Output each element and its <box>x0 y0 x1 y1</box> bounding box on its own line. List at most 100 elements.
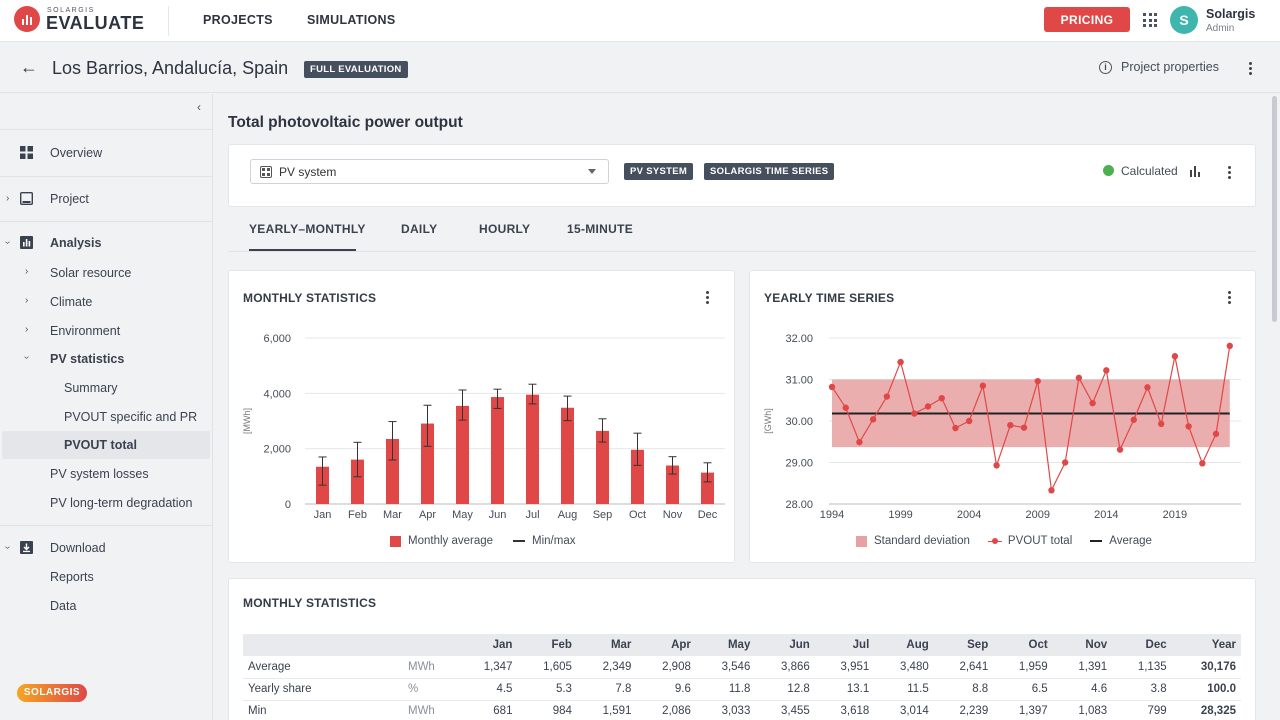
collapse-sidebar-icon[interactable]: ‹ <box>197 100 201 114</box>
chevron-right-icon[interactable]: › <box>25 266 29 277</box>
x-tick-label: Aug <box>558 509 578 521</box>
pv-system-select[interactable]: PV system <box>250 159 609 184</box>
table-cell: 12.8 <box>755 678 815 701</box>
app-logo[interactable]: SOLARGIS EVALUATE <box>14 6 144 32</box>
top-bar: SOLARGIS EVALUATE PROJECTS SIMULATIONS P… <box>0 0 1280 42</box>
yearly-chart-more-icon[interactable] <box>1227 291 1231 305</box>
table-cell: MWh <box>403 700 458 720</box>
chevron-right-icon[interactable]: › <box>25 324 29 335</box>
column-header <box>243 634 403 656</box>
table-cell: 2,086 <box>636 700 696 720</box>
x-tick-label: Jul <box>525 509 539 521</box>
sidebar-item-reports[interactable]: Reports <box>50 570 94 584</box>
scrollbar-thumb[interactable] <box>1272 96 1277 322</box>
data-point <box>1116 446 1124 453</box>
avatar[interactable]: S <box>1170 6 1198 34</box>
page-header: ← Los Barrios, Andalucía, Spain FULL EVA… <box>0 43 1280 93</box>
project-properties-button[interactable]: i Project properties <box>1099 60 1219 74</box>
bar <box>386 439 399 504</box>
sidebar-item-overview[interactable]: Overview <box>50 146 103 160</box>
user-name[interactable]: Solargis <box>1206 7 1256 21</box>
sidebar-item-climate[interactable]: Climate <box>50 295 93 309</box>
table-cell: 11.8 <box>695 678 756 701</box>
sidebar-item-summary[interactable]: Summary <box>64 381 118 395</box>
legend-swatch-monthly-average <box>390 535 401 547</box>
table-cell: 5.3 <box>517 678 577 701</box>
yearly-chart-title: YEARLY TIME SERIES <box>764 291 895 305</box>
tab-yearly-monthly[interactable]: YEARLY–MONTHLY <box>249 222 366 236</box>
table-cell: 3,014 <box>874 700 934 720</box>
monthly-statistics-table: Jan Feb Mar Apr May Jun Jul Aug Sep Oct Nov Dec Year… <box>243 634 1241 720</box>
table-cell: 8.8 <box>933 678 994 701</box>
table-cell: 2,641 <box>933 656 994 679</box>
tab-15-minute[interactable]: 15-MINUTE <box>567 222 634 236</box>
monthly-chart-more-icon[interactable] <box>705 291 709 305</box>
back-arrow-icon[interactable]: ← <box>20 57 38 77</box>
table-cell: Yearly share <box>243 678 403 701</box>
page-title: Los Barrios, Andalucía, Spain <box>52 58 289 78</box>
table-cell: 2,239 <box>933 700 994 720</box>
data-point <box>1185 423 1192 430</box>
chevron-down-icon[interactable]: › <box>2 545 14 550</box>
table-cell: 3.8 <box>1112 678 1172 701</box>
sidebar-item-pvout-total[interactable]: PVOUT total <box>64 438 137 452</box>
data-point <box>993 462 1000 469</box>
yearly-line-chart: 28.00 29.00 30.00 31.00 32.00 [GWh] 1994 1999 20… <box>763 333 1241 521</box>
x-tick-label: Apr <box>419 509 436 521</box>
nav-simulations[interactable]: SIMULATIONS <box>307 13 396 27</box>
chevron-right-icon[interactable]: › <box>25 295 29 306</box>
sidebar-item-project[interactable]: Project <box>50 192 89 206</box>
table-cell: 1,347 <box>458 656 518 679</box>
sidebar-item-analysis[interactable]: Analysis <box>50 236 102 250</box>
table-row: Min MWh 681 984 1,591 2,086 3,033 3,455 3,618 3,0… <box>243 700 1241 720</box>
column-header: Jun <box>755 634 815 656</box>
column-header: Jul <box>814 634 875 656</box>
legend-label-min-max: Min/max <box>532 535 576 547</box>
table-cell: Min <box>243 700 403 720</box>
data-point <box>828 383 836 391</box>
user-role: Admin <box>1206 23 1235 34</box>
sidebar-item-solar-resource[interactable]: Solar resource <box>50 266 132 280</box>
chevron-down-icon[interactable]: › <box>21 355 33 360</box>
page-more-icon[interactable] <box>1248 62 1252 76</box>
table-cell: 9.6 <box>636 678 696 701</box>
column-header: Aug <box>874 634 934 656</box>
logo-icon <box>14 6 40 32</box>
sidebar-item-pvout-specific[interactable]: PVOUT specific and PR <box>64 410 198 424</box>
sidebar-item-environment[interactable]: Environment <box>50 324 121 338</box>
tab-hourly[interactable]: HOURLY <box>479 222 531 236</box>
selector-more-icon[interactable] <box>1227 166 1231 180</box>
tab-daily[interactable]: DAILY <box>401 222 438 236</box>
table-cell: MWh <box>403 656 458 679</box>
logo-big-text: EVALUATE <box>46 12 145 33</box>
nav-projects[interactable]: PROJECTS <box>203 13 273 27</box>
logo-small-text: SOLARGIS <box>47 6 95 14</box>
apps-grid-icon[interactable] <box>1143 13 1157 27</box>
x-tick-label: 2004 <box>957 509 981 521</box>
table-row: Average MWh 1,347 1,605 2,349 2,908 3,546 3,866… <box>243 656 1241 679</box>
data-point <box>1144 384 1151 391</box>
legend-swatch-average <box>1090 540 1103 542</box>
data-point <box>1048 487 1055 494</box>
sidebar-item-pv-statistics[interactable]: PV statistics <box>50 352 125 366</box>
sidebar-item-download[interactable]: Download <box>50 541 106 555</box>
data-point <box>897 358 904 366</box>
sidebar-item-pv-degradation[interactable]: PV long-term degradation <box>50 496 193 510</box>
bar-chart-icon[interactable] <box>1189 165 1202 177</box>
sidebar-item-pv-system-losses[interactable]: PV system losses <box>50 467 149 481</box>
bar <box>596 430 609 504</box>
table-cell: 100.0 <box>1171 678 1241 701</box>
sidebar-item-data[interactable]: Data <box>50 599 77 613</box>
grid-icon <box>260 166 272 178</box>
chevron-down-icon[interactable]: › <box>2 240 14 245</box>
active-tab-indicator <box>249 249 356 251</box>
active-item-highlight <box>2 431 210 459</box>
table-cell: 1,397 <box>993 700 1053 720</box>
legend-swatch-min-max <box>513 540 526 542</box>
pricing-button[interactable]: PRICING <box>1044 7 1130 32</box>
chevron-right-icon[interactable]: › <box>6 193 10 204</box>
data-point <box>842 404 849 411</box>
table-cell: 3,033 <box>695 700 756 720</box>
table-cell: 3,480 <box>874 656 934 679</box>
status-dot <box>1103 165 1114 176</box>
